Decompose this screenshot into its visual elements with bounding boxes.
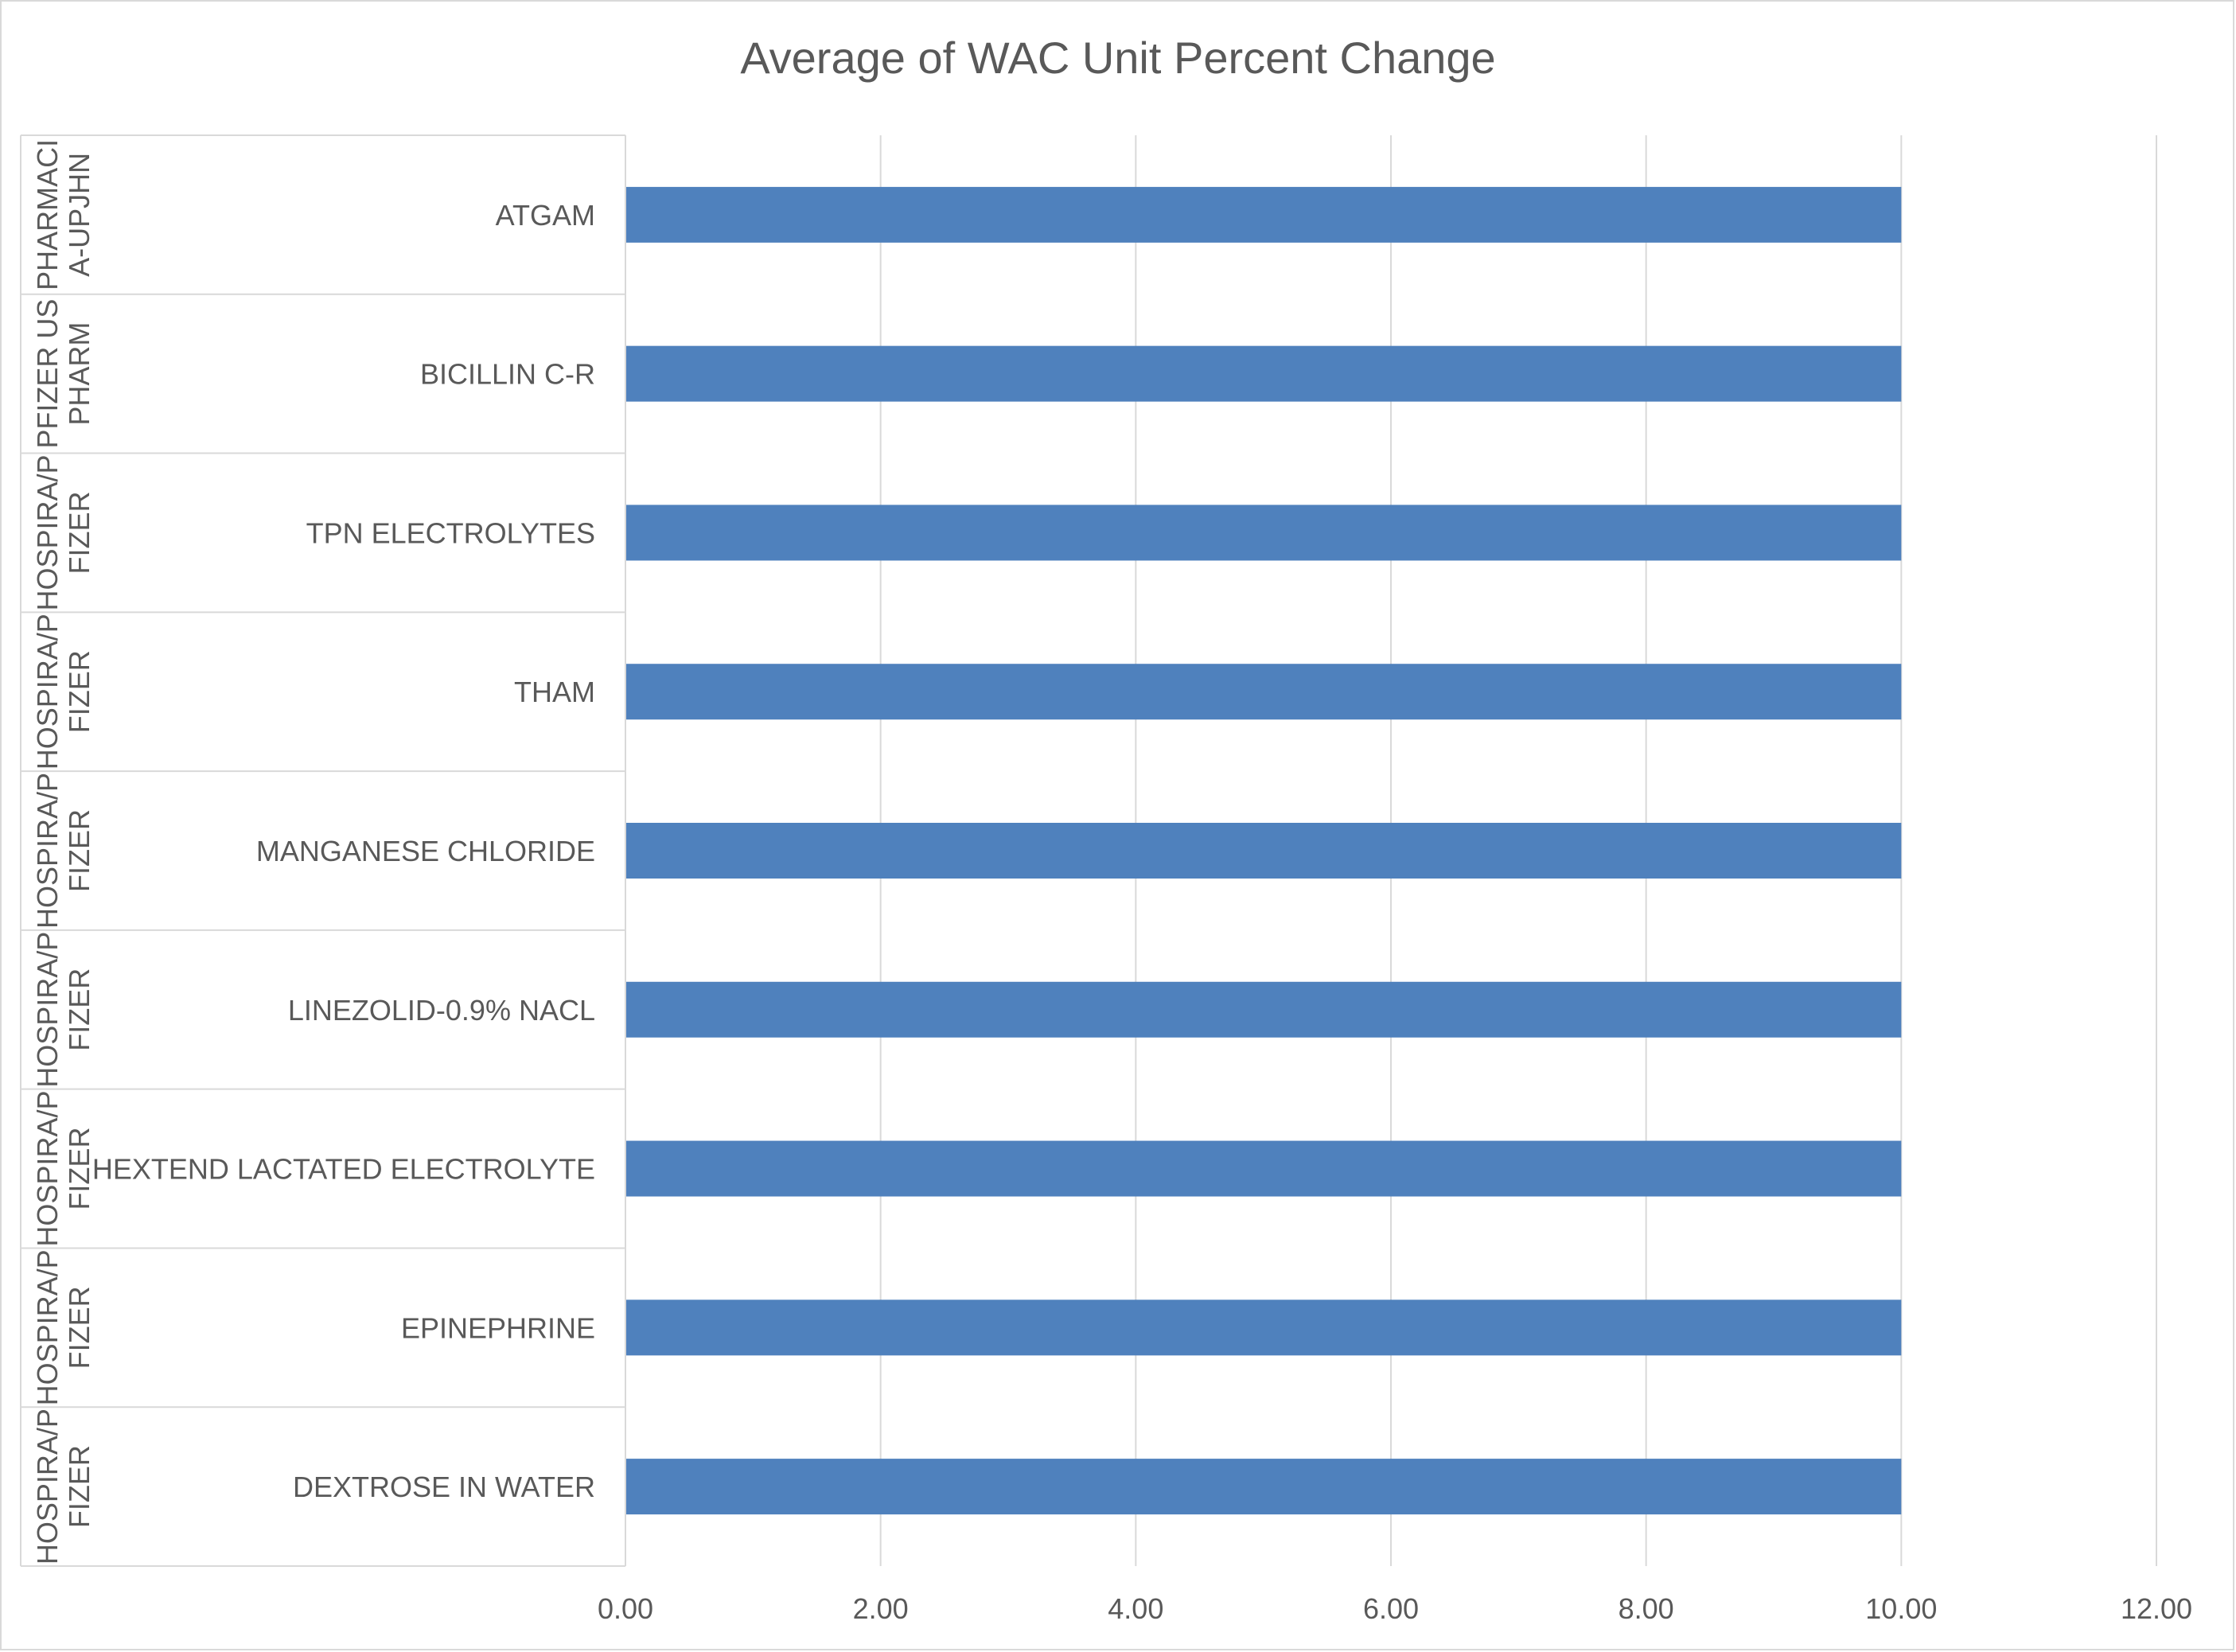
bar — [625, 664, 1902, 720]
product-label: HEXTEND LACTATED ELECTROLYTE — [92, 1153, 595, 1186]
x-tick-label: 6.00 — [1363, 1592, 1419, 1625]
value-axis-ticks: 0.00 2.00 4.00 6.00 8.00 10.00 12.00 — [598, 1592, 2192, 1625]
manufacturer-label: PHARMACI A-UPJHN — [31, 139, 95, 290]
manufacturer-label-line: FIZER — [63, 968, 95, 1051]
bar — [625, 345, 1902, 402]
manufacturer-label-line: HOSPIRA/P — [31, 454, 64, 610]
manufacturer-label-line: PFIZER US — [31, 299, 64, 449]
manufacturer-label-line: HOSPIRA/P — [31, 1249, 64, 1405]
bar — [625, 186, 1902, 243]
x-tick-label: 8.00 — [1619, 1592, 1674, 1625]
manufacturer-label-line: PHARM — [63, 322, 95, 426]
manufacturer-label-line: HOSPIRA/P — [31, 1091, 64, 1247]
manufacturer-label: HOSPIRA/P FIZER — [31, 932, 95, 1088]
product-label: THAM — [514, 676, 595, 708]
manufacturer-label: HOSPIRA/P FIZER — [31, 1249, 95, 1405]
manufacturer-label: HOSPIRA/P FIZER — [31, 1408, 95, 1564]
x-tick-label: 4.00 — [1108, 1592, 1163, 1625]
manufacturer-label-line: FIZER — [63, 650, 95, 733]
manufacturer-label-line: FIZER — [63, 1128, 95, 1210]
manufacturer-label-line: HOSPIRA/P — [31, 614, 64, 770]
manufacturer-label: HOSPIRA/P FIZER — [31, 773, 95, 929]
x-tick-label: 0.00 — [598, 1592, 653, 1625]
bar — [625, 505, 1902, 561]
manufacturer-label-line: FIZER — [63, 809, 95, 892]
manufacturer-label-line: A-UPJHN — [63, 153, 95, 277]
bars — [625, 186, 1902, 1515]
x-tick-label: 2.00 — [853, 1592, 909, 1625]
bar — [625, 1140, 1902, 1197]
product-label: MANGANESE CHLORIDE — [256, 835, 595, 867]
product-label: DEXTROSE IN WATER — [293, 1471, 595, 1503]
chart-title: Average of WAC Unit Percent Change — [740, 33, 1495, 83]
manufacturer-label: HOSPIRA/P FIZER — [31, 1091, 95, 1247]
manufacturer-label-line: HOSPIRA/P — [31, 932, 64, 1088]
manufacturer-label-line: HOSPIRA/P — [31, 1408, 64, 1564]
manufacturer-label: HOSPIRA/P FIZER — [31, 454, 95, 610]
bar — [625, 1299, 1902, 1356]
product-label: EPINEPHRINE — [401, 1311, 595, 1344]
manufacturer-label-line: FIZER — [63, 491, 95, 574]
manufacturer-label-line: PHARMACI — [31, 139, 64, 290]
bar — [625, 981, 1902, 1038]
product-label: LINEZOLID-0.9% NACL — [288, 994, 595, 1027]
x-tick-label: 12.00 — [2121, 1592, 2192, 1625]
category-axis: ATGAM PHARMACI A-UPJHN BICILLIN C-R PFIZER U… — [20, 134, 626, 1567]
manufacturer-label-line: FIZER — [63, 1445, 95, 1528]
bar — [625, 1459, 1902, 1515]
product-label: BICILLIN C-R — [420, 358, 595, 391]
product-label: ATGAM — [496, 199, 595, 232]
manufacturer-label-line: FIZER — [63, 1286, 95, 1369]
bar — [625, 823, 1902, 879]
product-label: TPN ELECTROLYTES — [306, 516, 595, 549]
manufacturer-label: HOSPIRA/P FIZER — [31, 614, 95, 770]
manufacturer-label-line: HOSPIRA/P — [31, 773, 64, 929]
manufacturer-label: PFIZER US PHARM — [31, 299, 95, 449]
x-tick-label: 10.00 — [1865, 1592, 1937, 1625]
